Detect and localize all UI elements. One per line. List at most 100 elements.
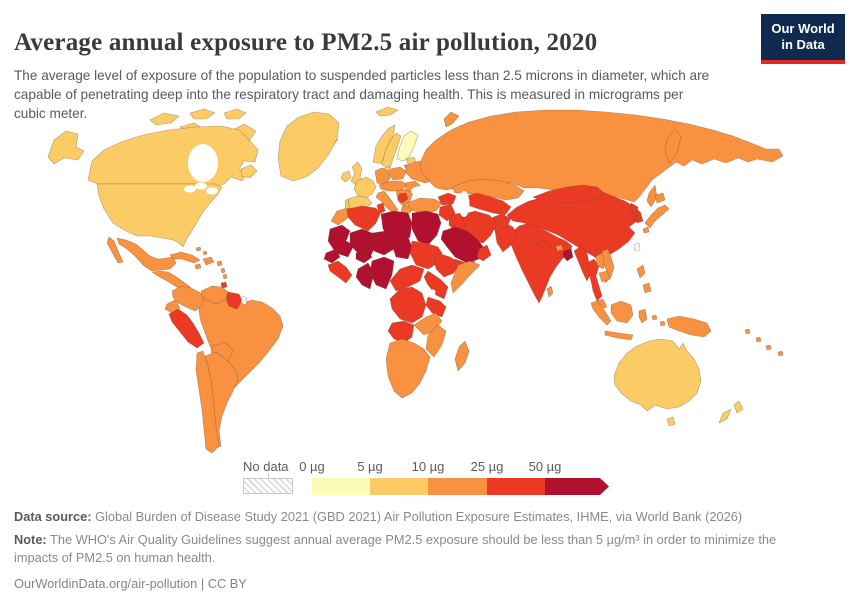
region-tanzania[interactable]: [425, 296, 447, 318]
region-new-zealand[interactable]: [733, 400, 744, 414]
region-pacific-islands[interactable]: [755, 336, 762, 343]
region-papua-new-guinea[interactable]: [666, 315, 712, 338]
region-central-asia[interactable]: [462, 192, 512, 216]
region-bhutan[interactable]: [555, 244, 564, 252]
region-drc[interactable]: [389, 286, 427, 324]
region-united-states[interactable]: [47, 130, 85, 165]
region-kenya-uganda[interactable]: [423, 270, 449, 300]
region-mali[interactable]: [349, 228, 377, 258]
region-bosnia-serbia[interactable]: [397, 192, 409, 204]
region-india[interactable]: [508, 222, 573, 304]
region-central-europe[interactable]: [378, 180, 408, 192]
region-svalbard[interactable]: [375, 106, 399, 117]
region-nigeria[interactable]: [369, 256, 395, 290]
region-mongolia[interactable]: [532, 184, 605, 204]
region-estonia[interactable]: [405, 156, 417, 165]
region-pacific-islands[interactable]: [765, 344, 772, 351]
legend-no-data-swatch[interactable]: [243, 478, 293, 494]
region-saudi-arabia[interactable]: [440, 226, 486, 264]
region-canada[interactable]: [87, 125, 259, 188]
region-southern-africa[interactable]: [385, 338, 431, 399]
region-canada[interactable]: [240, 164, 258, 179]
region-vietnam[interactable]: [601, 248, 615, 284]
region-russia[interactable]: [664, 128, 682, 164]
region-angola[interactable]: [387, 320, 415, 344]
region-lesser-antilles[interactable]: [220, 267, 226, 274]
region-bahamas[interactable]: [202, 250, 208, 256]
region-philippines[interactable]: [642, 282, 652, 294]
region-mexico[interactable]: [116, 237, 177, 272]
region-algeria[interactable]: [346, 205, 381, 232]
legend-bin-5-10[interactable]: [370, 478, 428, 495]
region-japan[interactable]: [654, 192, 666, 204]
region-chad[interactable]: [391, 234, 413, 260]
region-colombia[interactable]: [171, 285, 205, 312]
region-canada[interactable]: [223, 108, 247, 120]
region-ethiopia[interactable]: [433, 252, 461, 278]
region-indonesia[interactable]: [604, 330, 634, 341]
region-bangladesh[interactable]: [562, 248, 574, 262]
region-trinidad[interactable]: [220, 281, 228, 289]
region-cuba[interactable]: [169, 251, 201, 264]
region-indonesia[interactable]: [638, 308, 648, 324]
region-nepal[interactable]: [533, 238, 552, 250]
region-norway[interactable]: [372, 124, 396, 165]
region-ireland[interactable]: [340, 170, 352, 183]
region-indonesia[interactable]: [659, 320, 666, 327]
region-north-korea[interactable]: [629, 202, 639, 216]
region-greenland[interactable]: [277, 111, 340, 182]
region-chile[interactable]: [195, 350, 220, 454]
region-russia[interactable]: [646, 184, 658, 208]
region-finland[interactable]: [396, 130, 419, 162]
region-canada[interactable]: [149, 112, 180, 126]
region-oman[interactable]: [476, 244, 492, 262]
legend-bin-50-plus[interactable]: [545, 478, 609, 495]
region-guinea-coast[interactable]: [327, 260, 353, 284]
region-pacific-islands[interactable]: [744, 328, 751, 335]
attribution-link[interactable]: OurWorldinData.org/air-pollution | CC BY: [14, 575, 247, 591]
region-venezuela[interactable]: [200, 285, 229, 305]
region-indonesia[interactable]: [651, 314, 658, 321]
region-hispaniola[interactable]: [202, 256, 215, 266]
region-ghana[interactable]: [355, 262, 375, 290]
region-australia[interactable]: [613, 338, 702, 412]
region-taiwan[interactable]: [633, 242, 641, 252]
region-japan[interactable]: [644, 204, 670, 229]
region-indonesia[interactable]: [610, 300, 634, 324]
region-canada[interactable]: [189, 108, 216, 120]
region-lesser-antilles[interactable]: [222, 273, 228, 280]
region-russia[interactable]: [443, 111, 460, 128]
region-poland[interactable]: [388, 166, 407, 181]
region-peru[interactable]: [168, 308, 205, 349]
region-cameroon-car[interactable]: [389, 264, 425, 292]
region-japan[interactable]: [642, 226, 650, 234]
region-sri-lanka[interactable]: [546, 285, 554, 298]
region-mozambique[interactable]: [425, 324, 447, 358]
region-egypt[interactable]: [411, 210, 442, 246]
region-germany[interactable]: [374, 167, 391, 186]
region-cambodia[interactable]: [598, 270, 611, 283]
region-puerto-rico[interactable]: [216, 260, 223, 267]
region-sweden[interactable]: [381, 132, 402, 169]
region-australia[interactable]: [666, 416, 676, 427]
owid-logo[interactable]: Our World in Data: [761, 14, 845, 64]
region-new-zealand[interactable]: [718, 408, 732, 424]
region-indonesia[interactable]: [590, 300, 612, 326]
region-pacific-islands[interactable]: [777, 350, 784, 357]
region-caucasus[interactable]: [437, 192, 457, 206]
region-senegal[interactable]: [323, 248, 341, 264]
region-syria-levant[interactable]: [438, 203, 456, 222]
region-guyana-suriname[interactable]: [225, 291, 243, 310]
region-turkey[interactable]: [406, 197, 443, 215]
region-france[interactable]: [353, 176, 377, 199]
region-french-guiana[interactable]: [240, 295, 248, 306]
region-bahamas[interactable]: [195, 246, 202, 252]
region-somalia[interactable]: [450, 260, 481, 294]
region-united-states[interactable]: [96, 183, 223, 248]
region-mexico[interactable]: [106, 236, 124, 264]
region-jamaica[interactable]: [194, 263, 202, 270]
region-morocco[interactable]: [330, 207, 353, 226]
region-philippines[interactable]: [636, 264, 646, 279]
region-madagascar[interactable]: [454, 340, 470, 372]
